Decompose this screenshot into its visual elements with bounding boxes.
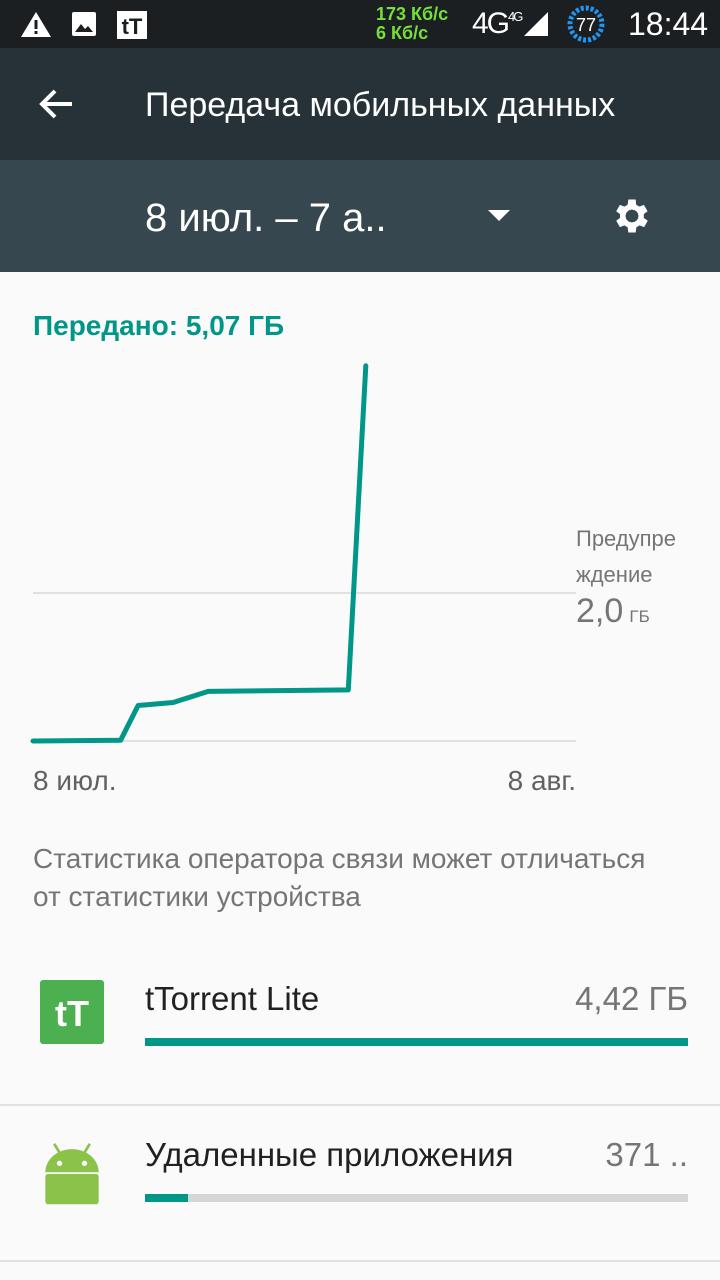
x-label-start: 8 июл. — [33, 765, 117, 796]
app-usage: 371 .. — [605, 1136, 688, 1173]
app-row-removed-apps[interactable]: Удаленные приложения 371 .. — [0, 1108, 720, 1262]
network-speed: 173 Кб/с 6 Кб/с — [376, 5, 448, 43]
battery-icon: 77 — [567, 5, 605, 43]
image-icon — [72, 12, 96, 36]
carrier-note: Статистика оператора связи может отличат… — [33, 843, 646, 912]
svg-text:tT: tT — [122, 14, 143, 39]
usage-bar-fill — [145, 1038, 688, 1046]
usage-line — [30, 363, 369, 744]
app-name: tTorrent Lite — [145, 980, 320, 1017]
svg-text:tT: tT — [55, 993, 89, 1034]
status-bar: tT 173 Кб/с 6 Кб/с 4G4G 77 18:44 — [0, 0, 720, 48]
arrow-back-icon[interactable] — [38, 88, 74, 120]
battery-level: 77 — [576, 15, 596, 35]
app-name: Удаленные приложения — [145, 1136, 514, 1173]
usage-chart — [30, 363, 576, 744]
usage-bar — [145, 1038, 688, 1046]
network-sup: 4G — [508, 9, 523, 24]
speed-down: 173 Кб/с — [376, 4, 449, 24]
warning-value: 2,0 — [576, 592, 624, 630]
network-label: 4G — [472, 7, 510, 40]
ttorrent-icon: tT — [117, 11, 147, 39]
usage-bar-fill — [145, 1194, 189, 1202]
android-icon — [45, 1143, 99, 1205]
cycle-selector-bar: 8 июл. – 7 а.. — [0, 160, 720, 272]
warning-label-line1: Предупре — [576, 526, 677, 551]
total-usage: Передано: 5,07 ГБ — [33, 310, 285, 341]
x-label-end: 8 авг. — [507, 765, 576, 796]
app-bar: Передача мобильных данных — [0, 48, 720, 160]
app-row-ttorrent[interactable]: tT tTorrent Lite 4,42 ГБ — [0, 952, 720, 1106]
ttorrent-app-icon: tT — [40, 980, 104, 1044]
warning-unit: ГБ — [629, 607, 650, 626]
warning-icon — [21, 12, 51, 37]
caret-down-icon[interactable] — [488, 210, 510, 221]
usage-bar — [145, 1194, 688, 1202]
gear-icon[interactable] — [610, 194, 654, 238]
network-type: 4G4G — [472, 7, 523, 41]
cycle-range[interactable]: 8 июл. – 7 а.. — [145, 196, 387, 240]
warning-label-line2: ждение — [576, 562, 653, 587]
signal-icon — [524, 12, 548, 36]
clock: 18:44 — [628, 6, 709, 42]
warning-label[interactable]: Предупре ждение 2,0 ГБ — [576, 521, 676, 635]
app-usage: 4,42 ГБ — [575, 980, 688, 1017]
speed-up: 6 Кб/с — [376, 23, 429, 43]
